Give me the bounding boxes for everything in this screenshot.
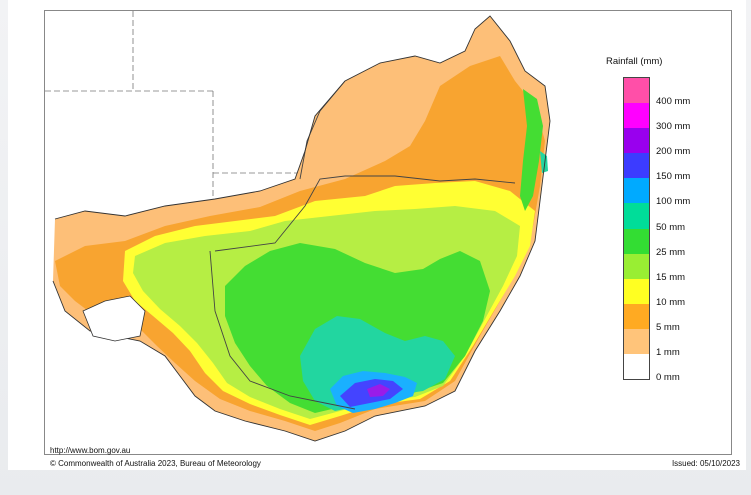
copyright-text: © Commonwealth of Australia 2023, Bureau…: [50, 459, 261, 468]
issued-date: Issued: 05/10/2023: [671, 459, 740, 468]
legend-label: 400 mm: [656, 96, 691, 108]
legend-swatch: [624, 278, 649, 305]
rain-zone-200mm: [367, 384, 390, 397]
map-canvas: [45, 11, 551, 442]
legend-label: 50 mm: [656, 221, 686, 233]
legend-colorbar: [623, 77, 650, 380]
legend-swatch: [624, 303, 649, 330]
coastline: [52, 15, 551, 442]
legend-label: 0 mm: [656, 372, 680, 383]
map-frame: http://www.bom.gov.au © Commonwealth of …: [8, 0, 746, 470]
legend-label: 25 mm: [656, 246, 686, 258]
legend-label: 200 mm: [656, 146, 691, 158]
legend-swatch: [624, 103, 649, 129]
legend-swatch: [624, 353, 649, 380]
legend-label: 10 mm: [656, 296, 686, 308]
legend-label: 150 mm: [656, 171, 691, 183]
legend-label: 1 mm: [656, 346, 680, 358]
legend-title: Rainfall (mm): [606, 56, 663, 67]
legend-swatch: [624, 203, 649, 229]
legend-label: 100 mm: [656, 196, 691, 208]
rainfall-map[interactable]: [44, 10, 732, 455]
legend-swatch: [624, 178, 649, 204]
source-url[interactable]: http://www.bom.gov.au: [50, 446, 131, 455]
legend-swatch: [624, 153, 649, 179]
legend-swatch: [624, 78, 649, 104]
coastal-rain-patch: [520, 89, 543, 211]
legend-label: 5 mm: [656, 321, 680, 333]
legend-label: 15 mm: [656, 271, 686, 283]
gulf-sea: [82, 295, 146, 342]
legend-swatch: [624, 328, 649, 355]
legend-swatch: [624, 128, 649, 154]
legend-swatch: [624, 228, 649, 255]
legend-swatch: [624, 253, 649, 280]
legend-label: 300 mm: [656, 121, 691, 133]
